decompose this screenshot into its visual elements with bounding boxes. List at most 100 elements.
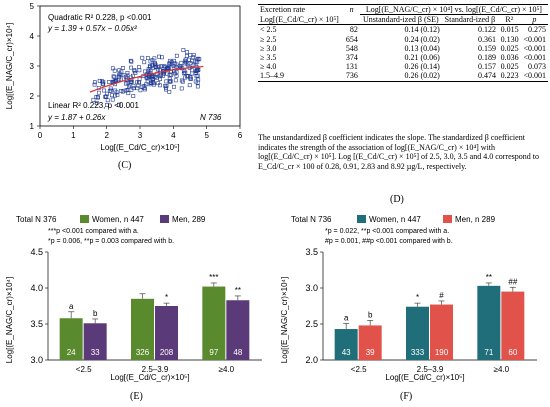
count-label: 48 (233, 348, 242, 357)
bar (155, 306, 178, 360)
y-tick-label: 3 (30, 62, 35, 71)
data-point (105, 103, 109, 107)
y-tick-label: 4 (30, 32, 35, 41)
data-point (117, 102, 121, 107)
data-point (188, 75, 193, 80)
data-point (159, 55, 164, 60)
data-point (165, 66, 170, 71)
data-point (174, 53, 179, 58)
data-point (174, 70, 179, 74)
total-label: Total N 736 (291, 215, 332, 224)
data-point (137, 80, 142, 85)
cell-r2: 0.130 (500, 34, 519, 44)
data-point (97, 78, 102, 83)
count-label: 326 (136, 348, 150, 357)
x-axis-label: Log[(E_Cd/C_cr)×10⁵] (110, 373, 189, 382)
cell-p: <0.001 (523, 34, 546, 44)
data-point (129, 59, 134, 64)
y-tick-label: 3.0 (305, 283, 318, 293)
y-tick-label: 5 (30, 2, 35, 11)
y-tick-label: 1 (30, 122, 35, 131)
y-tick-label: 4.0 (30, 283, 43, 293)
data-point (179, 86, 184, 91)
y-axis-label: Log[(E_NAG/C_cr)×10⁴] (5, 277, 14, 363)
x-tick-label: 0 (38, 131, 43, 140)
significance-mark: # (439, 291, 444, 300)
data-point (182, 61, 187, 66)
data-point (182, 69, 187, 73)
data-point (195, 73, 200, 78)
legend-swatch-men (443, 215, 452, 223)
n-label: N 736 (200, 113, 222, 122)
data-point (115, 92, 120, 97)
data-point (145, 79, 150, 84)
data-point (117, 72, 122, 77)
bar (358, 325, 382, 360)
cell-rate: ≥ 2.5 (260, 34, 277, 44)
panel-label-e: (E) (130, 391, 143, 402)
x-tick-label: 4 (171, 131, 176, 140)
data-point (151, 74, 155, 78)
significance-mark: *** (209, 273, 218, 282)
scatter-points (91, 48, 202, 107)
data-point (96, 95, 100, 100)
data-point (168, 79, 173, 84)
legend-women: Women, n 447 (369, 215, 421, 224)
x-tick-label: 6 (238, 131, 243, 140)
table-note: The unstandardized β coefficient indicat… (258, 133, 539, 171)
data-point (150, 58, 155, 62)
data-point (167, 72, 172, 77)
data-point (191, 62, 196, 67)
data-point (177, 64, 182, 68)
cell-b: 0.21 (0.06) (404, 52, 440, 62)
count-label: 60 (508, 348, 517, 357)
significance-mark: b (93, 309, 98, 318)
table-row: ≥ 2.5 654 0.24 (0.02) 0.361 0.130 <0.001 (258, 35, 548, 44)
data-point (160, 64, 164, 69)
bar (334, 329, 358, 360)
cell-rate: ≥ 3.5 (260, 52, 277, 62)
col-log-header: Log[(E_Cd/C_cr) × 10⁵] (260, 14, 339, 24)
bar (59, 318, 83, 360)
data-point (193, 79, 198, 84)
data-point (193, 70, 198, 75)
data-point (91, 97, 96, 102)
cell-r2: 0.036 (500, 52, 519, 62)
data-point (107, 80, 111, 84)
y-tick-label: 2.0 (305, 355, 318, 365)
cell-p: <0.001 (523, 52, 546, 62)
col-std-header: Standard-ized β (444, 15, 496, 25)
data-point (185, 50, 189, 55)
data-point (180, 79, 185, 84)
bar (501, 291, 525, 360)
significance-note-2: #p = 0.001, ##p <0.001 compared with b. (325, 238, 453, 245)
x-axis-label: Log[(E_Cd/C_cr)×10⁵] (100, 143, 179, 152)
data-point (131, 83, 136, 88)
category-label: <2.5 (76, 365, 92, 374)
x-axis-label: Log[(E_Cd/C_cr)×10⁵] (385, 373, 464, 382)
y-tick-label: 2.5 (305, 319, 318, 329)
cell-p: 0.073 (528, 62, 546, 72)
data-point (190, 59, 194, 63)
data-point (196, 67, 201, 72)
col-p-header: p (532, 15, 537, 25)
y-tick-label: 3.5 (30, 319, 43, 329)
data-point (107, 89, 112, 93)
legend-swatch-women (80, 215, 89, 223)
significance-mark: ** (486, 273, 492, 282)
cell-p: <0.001 (523, 71, 546, 81)
data-point (119, 69, 124, 74)
data-point (173, 78, 178, 83)
category-label: <2.5 (351, 365, 367, 374)
data-point (197, 57, 202, 62)
data-point (196, 68, 200, 73)
data-point (123, 88, 128, 93)
table-row: ≥ 4.0 131 0.26 (0.14) 0.157 0.025 0.073 (258, 62, 548, 71)
count-label: 24 (67, 348, 76, 357)
linear-fit-text: Linear R² 0.223, p <0.001 (48, 101, 140, 110)
cell-rate: ≥ 3.0 (260, 43, 277, 53)
cell-r2: 0.223 (500, 71, 519, 81)
bar-chart-e: Total N 376 Women, n 447 Men, 289 ***p <… (5, 215, 262, 382)
count-label: 39 (366, 348, 375, 357)
cell-rate: < 2.5 (260, 25, 277, 35)
